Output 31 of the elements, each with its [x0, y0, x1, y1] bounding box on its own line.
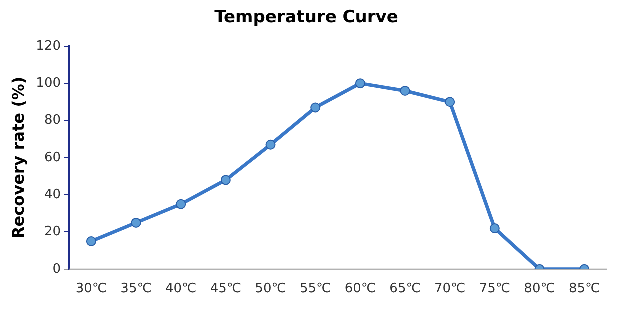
x-tick-label: 75℃ [479, 282, 510, 297]
point [176, 199, 186, 210]
x-tick-label: 50℃ [255, 282, 286, 297]
y-tick-label: 80 [44, 113, 62, 128]
x-tick-label: 70℃ [434, 282, 466, 297]
x-tick-label: 30℃ [76, 282, 108, 297]
y-tick-label: 120 [36, 38, 62, 54]
x-tick-label: 35℃ [120, 282, 152, 297]
y-tick-label: 100 [36, 76, 62, 91]
x-tick-label: 60℃ [344, 282, 376, 297]
x-tick-label: 65℃ [390, 282, 421, 297]
point [220, 175, 231, 186]
y-tick-label: 60 [44, 150, 62, 166]
x-tick-label: 55℃ [300, 282, 332, 297]
point [400, 86, 410, 96]
chart-title: Temperature Curve [214, 8, 398, 28]
y-tick-label: 20 [44, 224, 62, 240]
point [445, 97, 456, 108]
x-tick-label: 85℃ [569, 282, 600, 297]
point [355, 78, 366, 89]
x-tick-label: 45℃ [210, 282, 242, 297]
point [86, 236, 96, 247]
x-tick-label: 40℃ [166, 282, 197, 297]
y-tick-label: 40 [44, 187, 62, 202]
point [490, 224, 500, 234]
point [266, 140, 276, 150]
point [131, 218, 142, 228]
y-tick-label: 0 [52, 262, 62, 277]
x-tick-label: 80℃ [524, 282, 556, 297]
y-axis-title: Recovery rate (%) [8, 76, 28, 240]
point [310, 102, 321, 113]
